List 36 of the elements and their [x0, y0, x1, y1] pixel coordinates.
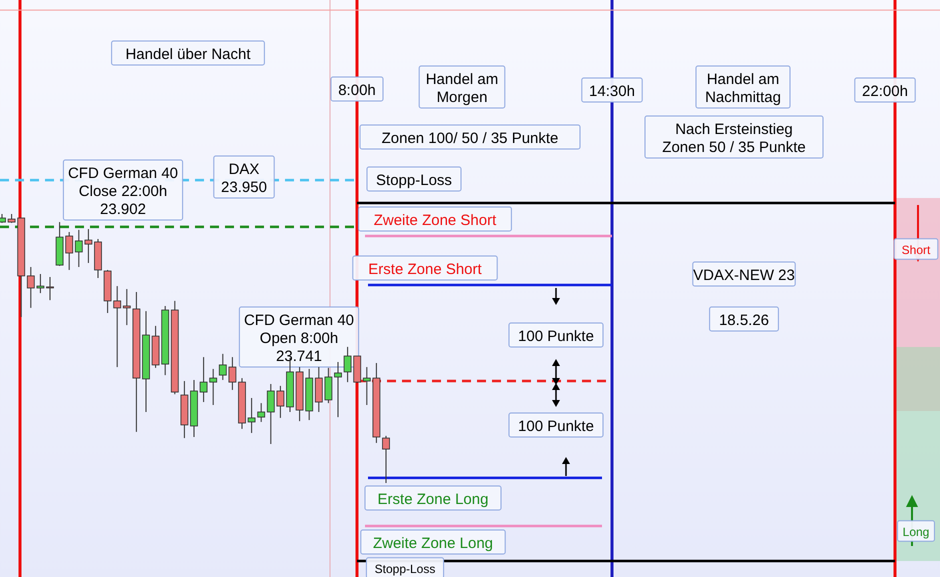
candlestick [218, 353, 227, 380]
candlestick [382, 435, 390, 484]
text: 14:30h [589, 83, 635, 100]
ref-line-label: Erste Zone Short [368, 261, 483, 278]
ref-line-label: Stopp-Loss [374, 562, 436, 576]
ref-line-label: Zweite Zone Long [372, 535, 494, 552]
text: DAX 23.950 [221, 161, 267, 196]
annotation: CFD German 40 Close 22:00h 23.902 [68, 165, 178, 218]
text: Short [902, 242, 932, 257]
text: 100 Punkte [518, 328, 594, 345]
text: VDAX-NEW 23 [693, 267, 795, 284]
candlestick [209, 368, 218, 406]
text: Handel über Nacht [125, 46, 252, 63]
annotation: CFD German 40 Open 8:00h 23.741 [244, 312, 354, 365]
text: Handel am Nachmittag [705, 71, 781, 106]
candlestick [113, 286, 122, 368]
candlestick [65, 232, 74, 270]
text: 8:00h [338, 82, 376, 99]
candlestick [266, 384, 275, 444]
ref-line-label: Zweite Zone Short [374, 212, 498, 229]
candlestick [74, 229, 83, 268]
candlestick [26, 266, 35, 308]
text: Handel am Morgen [426, 71, 498, 106]
text: 22:00h [862, 83, 908, 100]
candlestick [362, 366, 371, 406]
ref-line-label: Stopp-Loss [376, 172, 452, 189]
text: 100 Punkte [518, 418, 594, 435]
candlestick [122, 288, 131, 326]
candlestick [314, 366, 323, 412]
text: Nach Ersteinstieg Zonen 50 / 35 Punkte [662, 121, 806, 156]
text: Zonen 100/ 50 / 35 Punkte [382, 130, 558, 147]
text: Long [902, 524, 930, 539]
candlestick [344, 346, 352, 383]
text: 18.5.26 [718, 312, 770, 329]
ref-line-label: Erste Zone Long [378, 491, 488, 508]
candlestick [257, 402, 266, 422]
